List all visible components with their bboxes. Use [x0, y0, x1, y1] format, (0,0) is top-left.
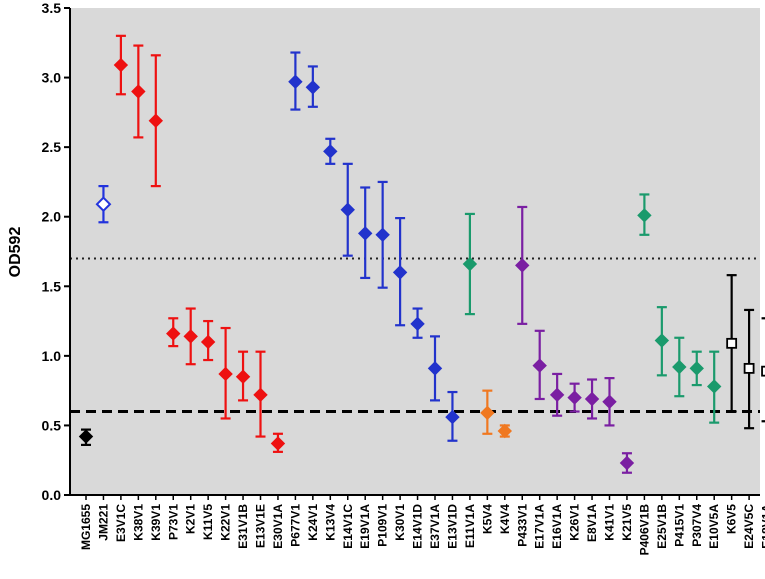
data-point [95, 196, 112, 213]
x-axis-ticks: MG1655 JM221 E3V1C K38V1 K39V1 P73V1 K2V1 K11V5… [79, 495, 765, 555]
x-tick-label: K13V4 [323, 504, 337, 541]
y-tick-label: 3.0 [42, 70, 62, 86]
data-point [323, 144, 338, 159]
data-point [427, 361, 443, 376]
data-point [410, 316, 425, 332]
data-point [235, 369, 251, 384]
x-tick-label: P433V1 [515, 504, 529, 547]
data-point [726, 337, 738, 349]
x-tick-label: P415V1 [672, 504, 686, 547]
x-tick-label: P73V1 [166, 504, 180, 540]
y-tick-label: 2.0 [42, 209, 62, 225]
data-point [445, 409, 460, 425]
data-point [532, 358, 547, 373]
data-point [375, 227, 390, 243]
data-point [305, 80, 321, 95]
data-point [218, 366, 233, 382]
data-point [462, 256, 478, 272]
x-tick-label: E3V1C [114, 504, 128, 542]
data-point [689, 361, 704, 376]
x-tick-label: JM221 [96, 504, 110, 541]
x-tick-label: K2V1 [184, 504, 198, 534]
y-axis-title: OD592 [7, 227, 24, 278]
x-tick-label: K5V4 [480, 504, 494, 534]
x-tick-label: E31V1B [236, 504, 250, 549]
data-point [761, 365, 765, 377]
data-markers [78, 57, 765, 471]
x-tick-label: P307V4 [690, 504, 704, 547]
x-tick-label: E18V1A [760, 504, 765, 549]
data-point [288, 74, 303, 89]
data-point [480, 405, 495, 421]
x-tick-label: K41V1 [603, 504, 617, 541]
x-tick-label: E25V1B [655, 504, 669, 549]
x-tick-label: K38V1 [131, 504, 145, 541]
x-tick-label: K30V1 [393, 504, 407, 541]
y-axis-ticks: 0.0 0.5 1.0 1.5 2.0 2.5 3.0 3.5 [42, 0, 70, 503]
x-tick-label: P677V1 [288, 504, 302, 547]
data-point [619, 455, 635, 471]
data-point [602, 394, 617, 409]
plot-area-background [70, 8, 760, 495]
x-tick-label: P109V1 [376, 504, 390, 547]
data-point [183, 329, 198, 344]
data-point [706, 379, 722, 394]
x-tick-label: E13V1D [445, 504, 459, 549]
x-tick-label: K24V1 [306, 504, 320, 541]
x-tick-label: E14V1C [341, 504, 355, 549]
x-tick-label: E30V1A [271, 504, 285, 549]
y-tick-label: 0.0 [42, 487, 62, 503]
data-point [567, 390, 582, 405]
y-tick-label: 0.5 [42, 417, 62, 433]
data-point [743, 362, 755, 374]
data-point [253, 387, 268, 403]
data-point [549, 387, 565, 403]
x-tick-label: K21V5 [620, 504, 634, 541]
data-point [392, 265, 408, 280]
data-point [654, 333, 670, 348]
x-tick-label: E24V5C [742, 504, 756, 549]
data-point [200, 334, 216, 350]
x-tick-label: E11V1A [463, 504, 477, 548]
x-tick-label: K26V1 [568, 504, 582, 541]
x-tick-label: E16V1A [550, 504, 564, 549]
data-point [515, 258, 530, 273]
y-tick-label: 1.0 [42, 348, 62, 364]
data-point [357, 226, 373, 241]
x-tick-label: K11V5 [201, 504, 215, 540]
data-point [113, 57, 129, 73]
x-tick-label: K4V4 [498, 504, 512, 534]
data-point [497, 423, 513, 439]
data-point [148, 113, 164, 128]
data-point [78, 429, 94, 444]
y-tick-label: 3.5 [42, 0, 62, 16]
y-tick-label: 1.5 [42, 278, 62, 294]
x-tick-label: E13V1E [254, 504, 268, 548]
x-tick-label: E17V1A [533, 504, 547, 549]
reference-lines [70, 257, 760, 414]
data-point [672, 359, 687, 375]
data-point [131, 84, 146, 99]
x-tick-label: K6V5 [725, 504, 739, 534]
data-point [340, 202, 355, 217]
x-tick-label: E8V1A [585, 504, 599, 542]
x-tick-label: K39V1 [149, 504, 163, 541]
x-tick-label: P406V1B [637, 504, 651, 556]
data-point [584, 391, 600, 407]
x-tick-label: E19V1A [358, 504, 372, 549]
data-point [637, 208, 652, 223]
x-tick-label: E37V1A [428, 504, 442, 549]
y-tick-label: 2.5 [42, 139, 62, 155]
data-point [166, 326, 181, 341]
error-bar [761, 317, 765, 423]
x-tick-label: MG1655 [79, 504, 93, 550]
x-tick-label: K22V1 [219, 504, 233, 541]
x-tick-label: E14V1D [411, 504, 425, 549]
x-tick-label: E10V5A [707, 504, 721, 549]
data-point [270, 436, 286, 451]
